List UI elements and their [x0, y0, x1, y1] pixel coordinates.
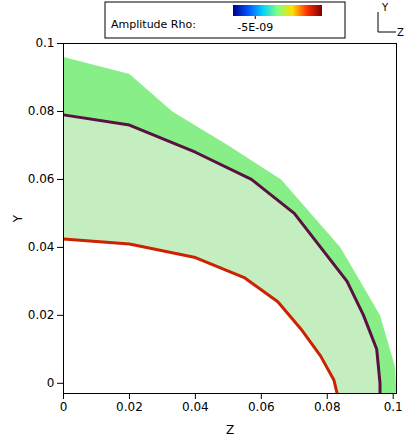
svg-text:Amplitude Rho:: Amplitude Rho:	[111, 18, 196, 31]
svg-text:-5E-09: -5E-09	[237, 21, 273, 34]
svg-text:0.04: 0.04	[182, 400, 209, 414]
svg-text:0: 0	[60, 400, 68, 414]
svg-text:0.06: 0.06	[248, 400, 275, 414]
svg-text:0: 0	[47, 376, 55, 390]
svg-text:0.06: 0.06	[28, 172, 55, 186]
svg-text:Z: Z	[397, 27, 404, 38]
svg-text:0.08: 0.08	[314, 400, 341, 414]
svg-text:0.02: 0.02	[116, 400, 143, 414]
svg-text:0.08: 0.08	[28, 104, 55, 118]
svg-text:0.02: 0.02	[28, 308, 55, 322]
svg-text:0.1: 0.1	[384, 400, 403, 414]
svg-text:Z: Z	[226, 423, 234, 437]
svg-text:0.1: 0.1	[35, 36, 54, 50]
svg-text:Y: Y	[11, 214, 25, 223]
svg-text:0.04: 0.04	[28, 240, 55, 254]
svg-text:Y: Y	[381, 2, 389, 13]
